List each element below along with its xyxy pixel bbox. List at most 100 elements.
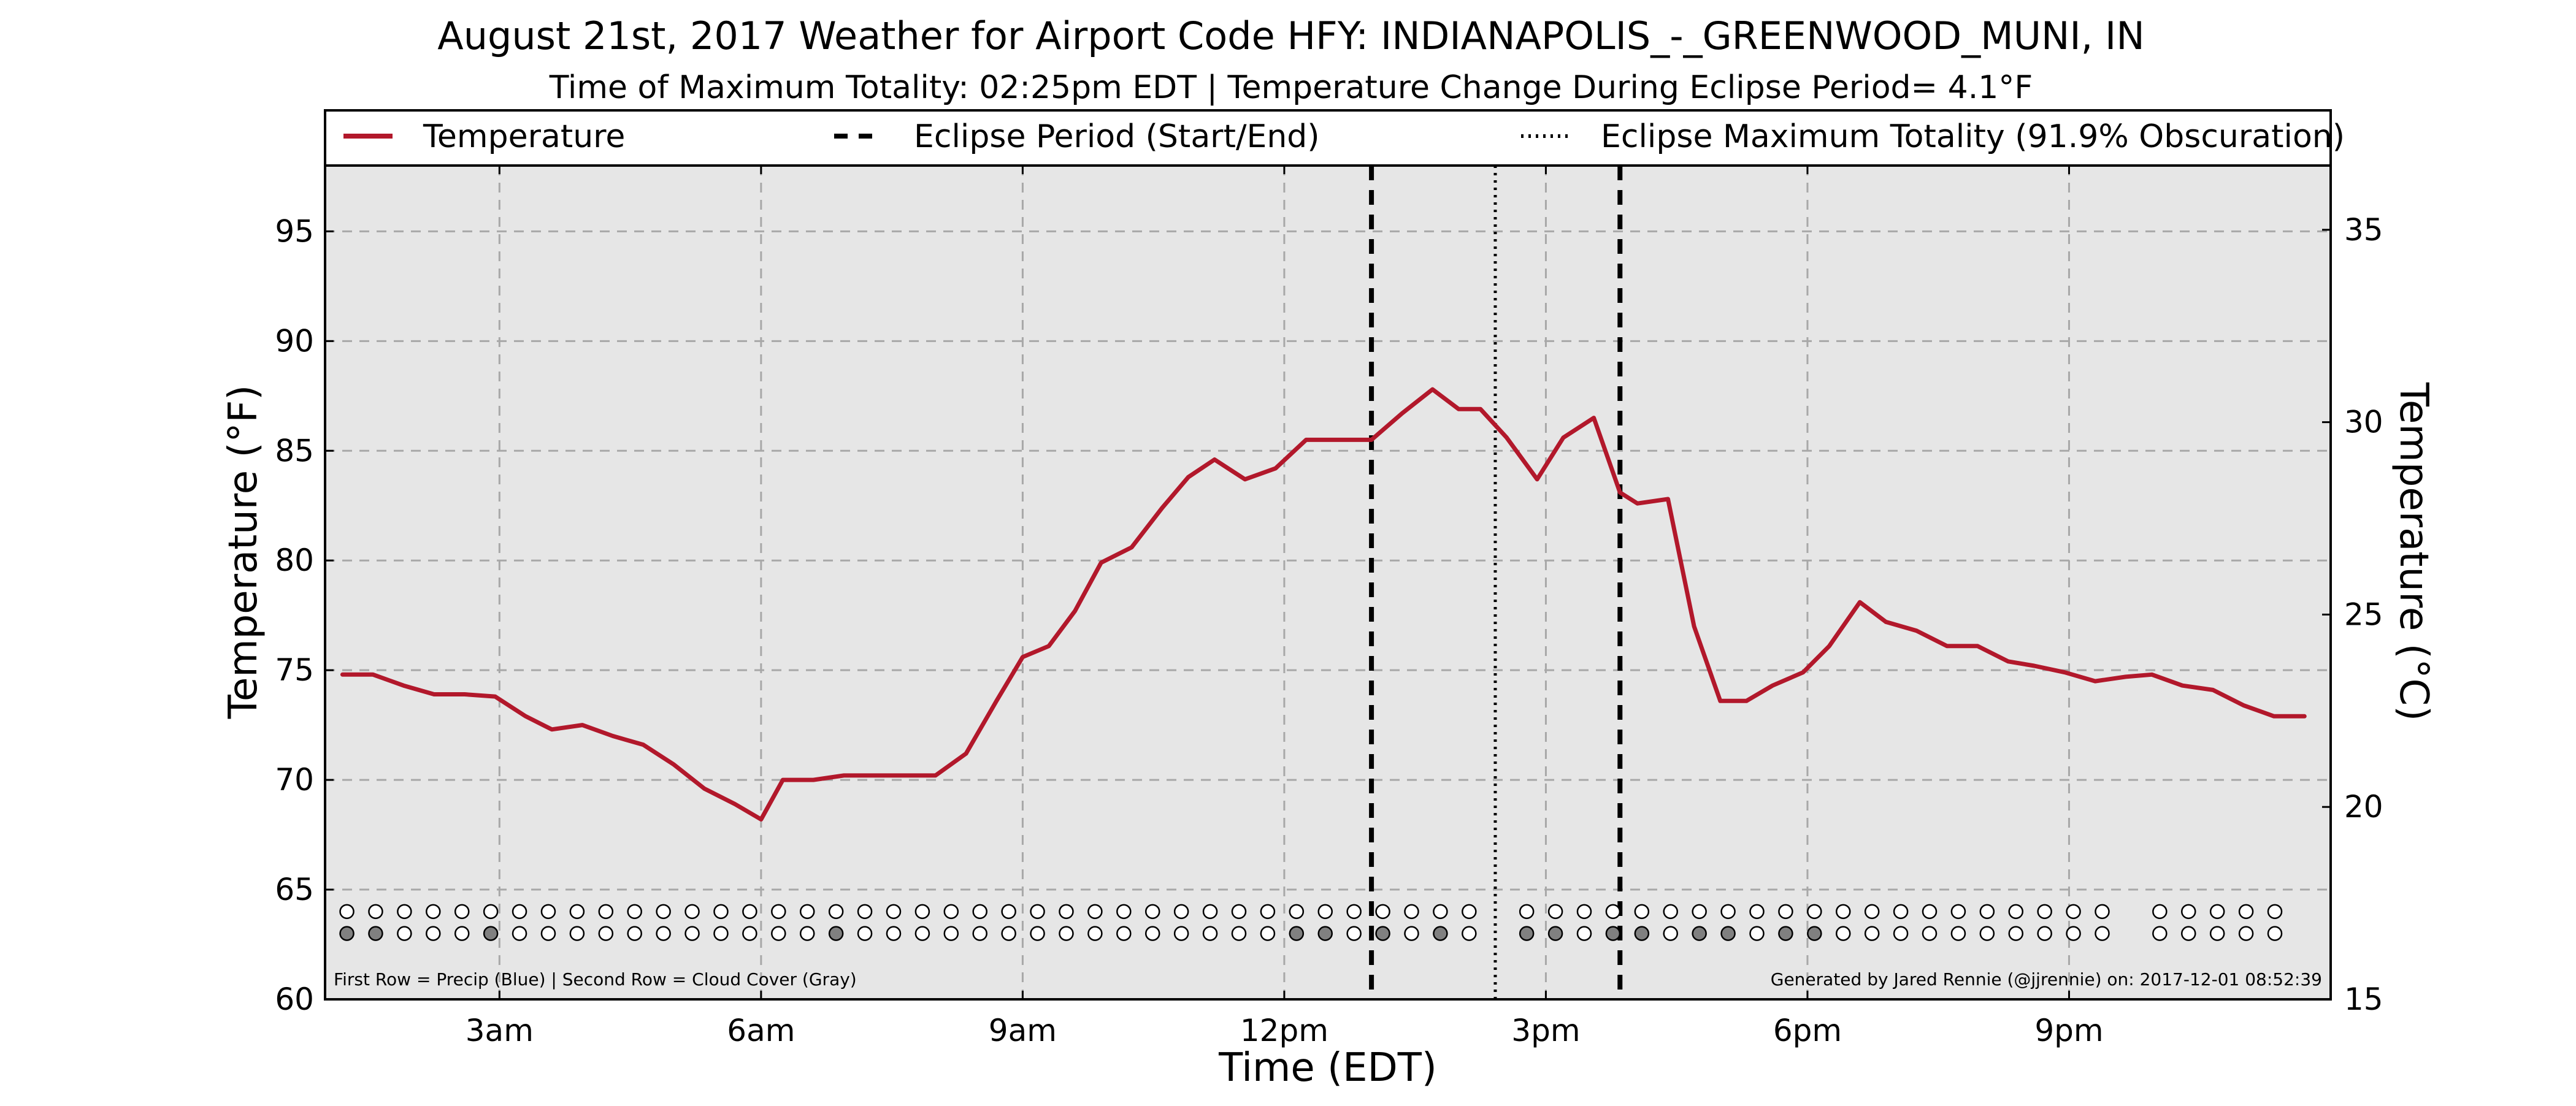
precip-marker bbox=[1116, 904, 1132, 920]
cloud-marker bbox=[1433, 926, 1448, 941]
precip-marker bbox=[339, 904, 355, 920]
cloud-marker bbox=[1346, 926, 1362, 941]
grid-lines bbox=[325, 166, 2331, 999]
cloud-marker bbox=[1030, 926, 1045, 941]
legend-box bbox=[324, 109, 2332, 167]
precip-marker bbox=[2037, 904, 2052, 920]
cloud-marker bbox=[1375, 926, 1390, 941]
precip-marker bbox=[914, 904, 930, 920]
precip-marker bbox=[857, 904, 873, 920]
temperature-line bbox=[340, 387, 2307, 822]
cloud-marker bbox=[1663, 926, 1678, 941]
cloud-marker bbox=[1634, 926, 1650, 941]
precip-marker bbox=[1144, 904, 1160, 920]
precip-marker bbox=[1030, 904, 1045, 920]
x-axis-label: Time (EDT) bbox=[1218, 1045, 1437, 1091]
x-tick-label: 12pm bbox=[1240, 1013, 1328, 1048]
y-tick-label: 85 bbox=[275, 433, 314, 468]
precip-marker bbox=[1001, 904, 1016, 920]
precip-marker bbox=[1346, 904, 1362, 920]
temperature-series bbox=[340, 387, 2307, 822]
precip-marker bbox=[1893, 904, 1909, 920]
cloud-marker bbox=[799, 926, 815, 941]
footnote-right: Generated by Jared Rennie (@jjrennie) on… bbox=[1771, 969, 2322, 990]
precip-marker bbox=[2066, 904, 2081, 920]
y-tick-label: 80 bbox=[275, 543, 314, 578]
x-axis: 3am 6am 9am 12pm 3pm 6pm 9pm bbox=[466, 166, 2104, 1048]
cloud-marker bbox=[1692, 926, 1707, 941]
precip-marker bbox=[1433, 904, 1448, 920]
y-tick-label: 60 bbox=[275, 982, 314, 1017]
precip-marker bbox=[1202, 904, 1218, 920]
precip-marker bbox=[1663, 904, 1678, 920]
cloud-marker bbox=[1260, 926, 1276, 941]
precip-marker bbox=[1462, 904, 1477, 920]
eclipse-lines bbox=[1369, 166, 1623, 999]
y-tick-label: 70 bbox=[275, 762, 314, 798]
precip-marker bbox=[2008, 904, 2024, 920]
cloud-marker bbox=[684, 926, 700, 941]
cloud-marker bbox=[886, 926, 902, 941]
precip-marker bbox=[2152, 904, 2168, 920]
x-tick-label: 3pm bbox=[1511, 1013, 1580, 1048]
cloud-marker bbox=[1173, 926, 1189, 941]
y-right-tick-label: 30 bbox=[2344, 405, 2383, 440]
cloud-marker bbox=[1778, 926, 1793, 941]
precip-marker bbox=[799, 904, 815, 920]
cloud-marker bbox=[1720, 926, 1736, 941]
cloud-marker bbox=[1922, 926, 1938, 941]
y-right-tick-label: 15 bbox=[2344, 982, 2383, 1017]
cloud-marker bbox=[914, 926, 930, 941]
x-tick-label: 9pm bbox=[2034, 1013, 2103, 1048]
cloud-marker bbox=[1144, 926, 1160, 941]
chart-subtitle: Time of Maximum Totality: 02:25pm EDT | … bbox=[549, 69, 2033, 106]
cloud-marker bbox=[1835, 926, 1851, 941]
cloud-marker bbox=[569, 926, 585, 941]
precip-marker bbox=[1922, 904, 1938, 920]
cloud-marker bbox=[627, 926, 642, 941]
cloud-marker bbox=[1317, 926, 1333, 941]
footnote-left: First Row = Precip (Blue) | Second Row =… bbox=[334, 969, 857, 990]
cloud-marker bbox=[2267, 926, 2283, 941]
precip-marker bbox=[540, 904, 556, 920]
cloud-marker bbox=[2209, 926, 2225, 941]
cloud-marker bbox=[339, 926, 355, 941]
precip-marker bbox=[368, 904, 383, 920]
cloud-marker bbox=[1116, 926, 1132, 941]
precip-marker bbox=[2238, 904, 2254, 920]
cloud-marker bbox=[1893, 926, 1909, 941]
cloud-marker bbox=[1202, 926, 1218, 941]
legend: Temperature Eclipse Period (Start/End) E… bbox=[324, 109, 2345, 167]
cloud-marker bbox=[742, 926, 757, 941]
cloud-marker bbox=[943, 926, 959, 941]
precip-cloud-markers bbox=[339, 904, 2283, 941]
precip-marker bbox=[1692, 904, 1707, 920]
precip-marker bbox=[742, 904, 757, 920]
x-tick-label: 9am bbox=[989, 1013, 1057, 1048]
precip-marker bbox=[1835, 904, 1851, 920]
cloud-marker bbox=[828, 926, 844, 941]
precip-marker bbox=[656, 904, 671, 920]
cloud-marker bbox=[483, 926, 499, 941]
cloud-marker bbox=[454, 926, 470, 941]
precip-marker bbox=[397, 904, 412, 920]
precip-marker bbox=[2095, 904, 2110, 920]
precip-marker bbox=[2181, 904, 2196, 920]
cloud-marker bbox=[1087, 926, 1103, 941]
precip-marker bbox=[1404, 904, 1419, 920]
precip-marker bbox=[1317, 904, 1333, 920]
y-axis-right: 15 20 25 30 35 bbox=[2322, 212, 2383, 1017]
y-tick-label: 65 bbox=[275, 872, 314, 907]
precip-marker bbox=[1807, 904, 1822, 920]
cloud-marker bbox=[368, 926, 383, 941]
precip-marker bbox=[684, 904, 700, 920]
y-axis-label-left: Temperature (°F) bbox=[221, 385, 266, 720]
cloud-marker bbox=[2152, 926, 2168, 941]
precip-marker bbox=[972, 904, 987, 920]
cloud-marker bbox=[540, 926, 556, 941]
cloud-marker bbox=[1576, 926, 1592, 941]
precip-marker bbox=[1778, 904, 1793, 920]
precip-marker bbox=[1519, 904, 1535, 920]
cloud-marker bbox=[1519, 926, 1535, 941]
precip-marker bbox=[771, 904, 786, 920]
